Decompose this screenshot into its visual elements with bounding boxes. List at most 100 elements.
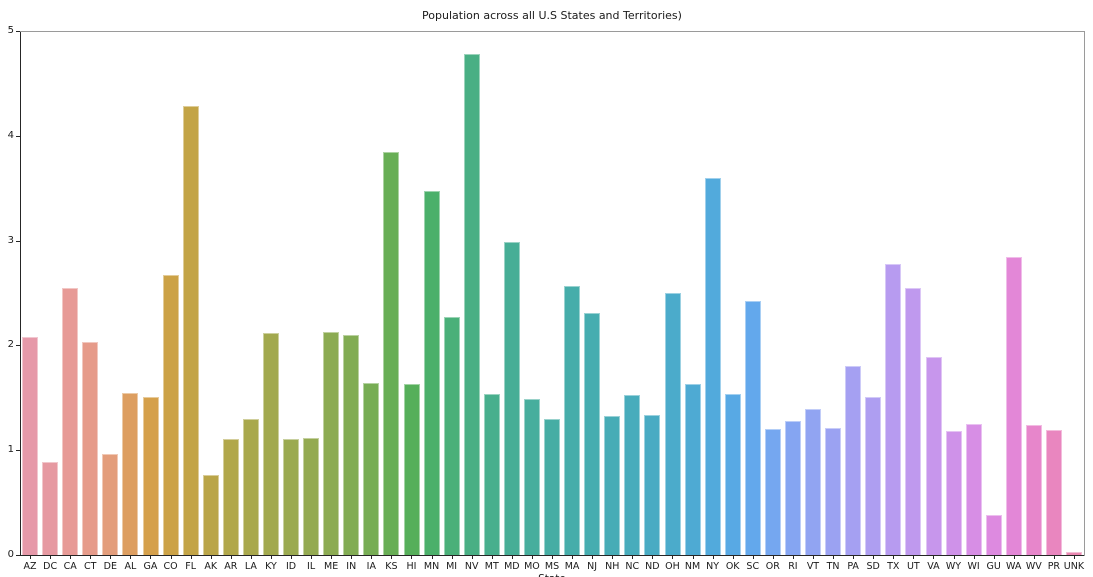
y-tick-label-5: 5 (7, 25, 14, 36)
bar-WA (1005, 257, 1022, 555)
bar-IN (343, 334, 360, 555)
x-tick-label-WY: WY (945, 561, 962, 572)
x-tick-label-TN: TN (826, 561, 840, 572)
bar-slot-KS (381, 31, 401, 555)
bar-slot-OH (663, 31, 683, 555)
x-tick-mark (993, 556, 995, 559)
x-tick-mark (210, 556, 212, 559)
bar-slot-IL (301, 31, 321, 555)
x-tick-mark (732, 556, 734, 559)
x-tick-label-UT: UT (906, 561, 920, 572)
y-tick-label-1: 1 (7, 444, 14, 456)
x-tick-label-ID: ID (285, 561, 297, 572)
x-tick-label-MN: MN (423, 561, 440, 572)
x-tick-mark (230, 556, 232, 559)
bar-slot-NH (602, 31, 622, 555)
x-tick-label-NV: NV (464, 561, 479, 572)
x-tick-label-IA: IA (366, 561, 376, 572)
x-tick-mark (973, 556, 975, 559)
bar-slot-DE (100, 31, 120, 555)
top-spine (20, 31, 1085, 32)
y-axis-spine (20, 31, 21, 556)
x-tick-mark (612, 556, 614, 559)
x-tick-mark (471, 556, 473, 559)
bar-slot-TX (883, 31, 903, 555)
x-tick-label-TX: TX (887, 561, 900, 572)
x-tick-mark (692, 556, 694, 559)
x-tick-mark (853, 556, 855, 559)
bar-slot-AR (221, 31, 241, 555)
y-tick-mark (16, 345, 20, 347)
x-tick-mark (170, 556, 172, 559)
bar-slot-PA (843, 31, 863, 555)
x-tick-mark (572, 556, 574, 559)
x-tick-label-CT: CT (84, 561, 97, 572)
x-tick-label-AK: AK (204, 561, 218, 572)
x-tick-label-DE: DE (103, 561, 117, 572)
x-tick-mark (491, 556, 493, 559)
bar-slot-GA (140, 31, 160, 555)
x-tick-label-VT: VT (806, 561, 820, 572)
bar-AL (122, 392, 139, 555)
bar-ID (283, 438, 300, 555)
right-spine (1084, 31, 1085, 556)
y-tick-mark (16, 135, 20, 137)
bar-slot-ID (281, 31, 301, 555)
bar-OH (664, 293, 681, 555)
x-tick-mark (451, 556, 453, 559)
x-tick-label-MA: MA (564, 561, 580, 572)
bar-NC (624, 394, 641, 555)
x-tick-mark (291, 556, 293, 559)
y-tick-mark (16, 240, 20, 242)
x-tick-label-WV: WV (1025, 561, 1042, 572)
x-tick-mark (391, 556, 393, 559)
bar-slot-MI (442, 31, 462, 555)
bar-GA (142, 396, 159, 555)
bar-slot-UT (903, 31, 923, 555)
bar-slot-HI (401, 31, 421, 555)
bar-OK (724, 393, 741, 555)
x-tick-label-NC: NC (625, 561, 640, 572)
x-tick-mark (351, 556, 353, 559)
bar-slot-IN (341, 31, 361, 555)
bar-LA (242, 418, 259, 555)
x-tick-mark (792, 556, 794, 559)
bar-WV (1025, 425, 1042, 555)
bar-slot-TN (823, 31, 843, 555)
x-tick-label-OK: OK (725, 561, 740, 572)
bar-slot-NC (622, 31, 642, 555)
bars-container (20, 31, 1084, 555)
x-tick-mark (933, 556, 935, 559)
bar-RI (785, 420, 801, 555)
x-tick-label-SD: SD (866, 561, 880, 572)
x-tick-mark (190, 556, 192, 559)
x-tick-label-HI: HI (406, 561, 417, 572)
bar-slot-DC (40, 31, 60, 555)
x-tick-label-NY: NY (706, 561, 720, 572)
x-tick-label-AZ: AZ (23, 561, 37, 572)
bar-slot-AK (201, 31, 221, 555)
x-tick-mark (632, 556, 634, 559)
x-tick-mark (1053, 556, 1055, 559)
x-tick-mark (30, 556, 32, 559)
x-tick-label-OR: OR (765, 561, 780, 572)
x-tick-label-RI: RI (788, 561, 798, 572)
bar-CA (62, 287, 79, 555)
bar-slot-AZ (20, 31, 40, 555)
y-tick-label-0: 0 (7, 549, 14, 560)
y-tick-label-2: 2 (7, 339, 14, 351)
plot-area (20, 31, 1084, 555)
bar-FL (182, 106, 199, 555)
x-tick-label-KS: KS (385, 561, 398, 572)
x-tick-mark (110, 556, 112, 559)
x-tick-mark (250, 556, 252, 559)
x-tick-label-NH: NH (605, 561, 620, 572)
bar-VT (805, 409, 822, 555)
bar-slot-VT (803, 31, 823, 555)
x-tick-label-ME: ME (324, 561, 339, 572)
x-tick-label-WA: WA (1006, 561, 1022, 572)
x-tick-label-GA: GA (143, 561, 158, 572)
bar-DE (102, 454, 119, 555)
bar-slot-AL (120, 31, 140, 555)
bar-VA (925, 356, 942, 555)
